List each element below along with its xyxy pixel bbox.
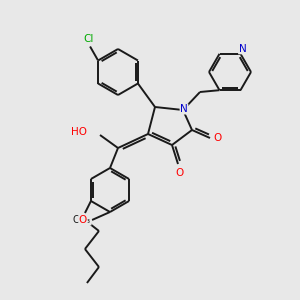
Text: N: N — [180, 104, 188, 114]
Text: Cl: Cl — [83, 34, 93, 44]
Text: O: O — [214, 133, 222, 143]
Text: O: O — [176, 168, 184, 178]
Text: O: O — [79, 215, 87, 225]
Text: N: N — [238, 44, 246, 54]
Text: CH₃: CH₃ — [73, 215, 91, 225]
Text: HO: HO — [71, 127, 87, 137]
